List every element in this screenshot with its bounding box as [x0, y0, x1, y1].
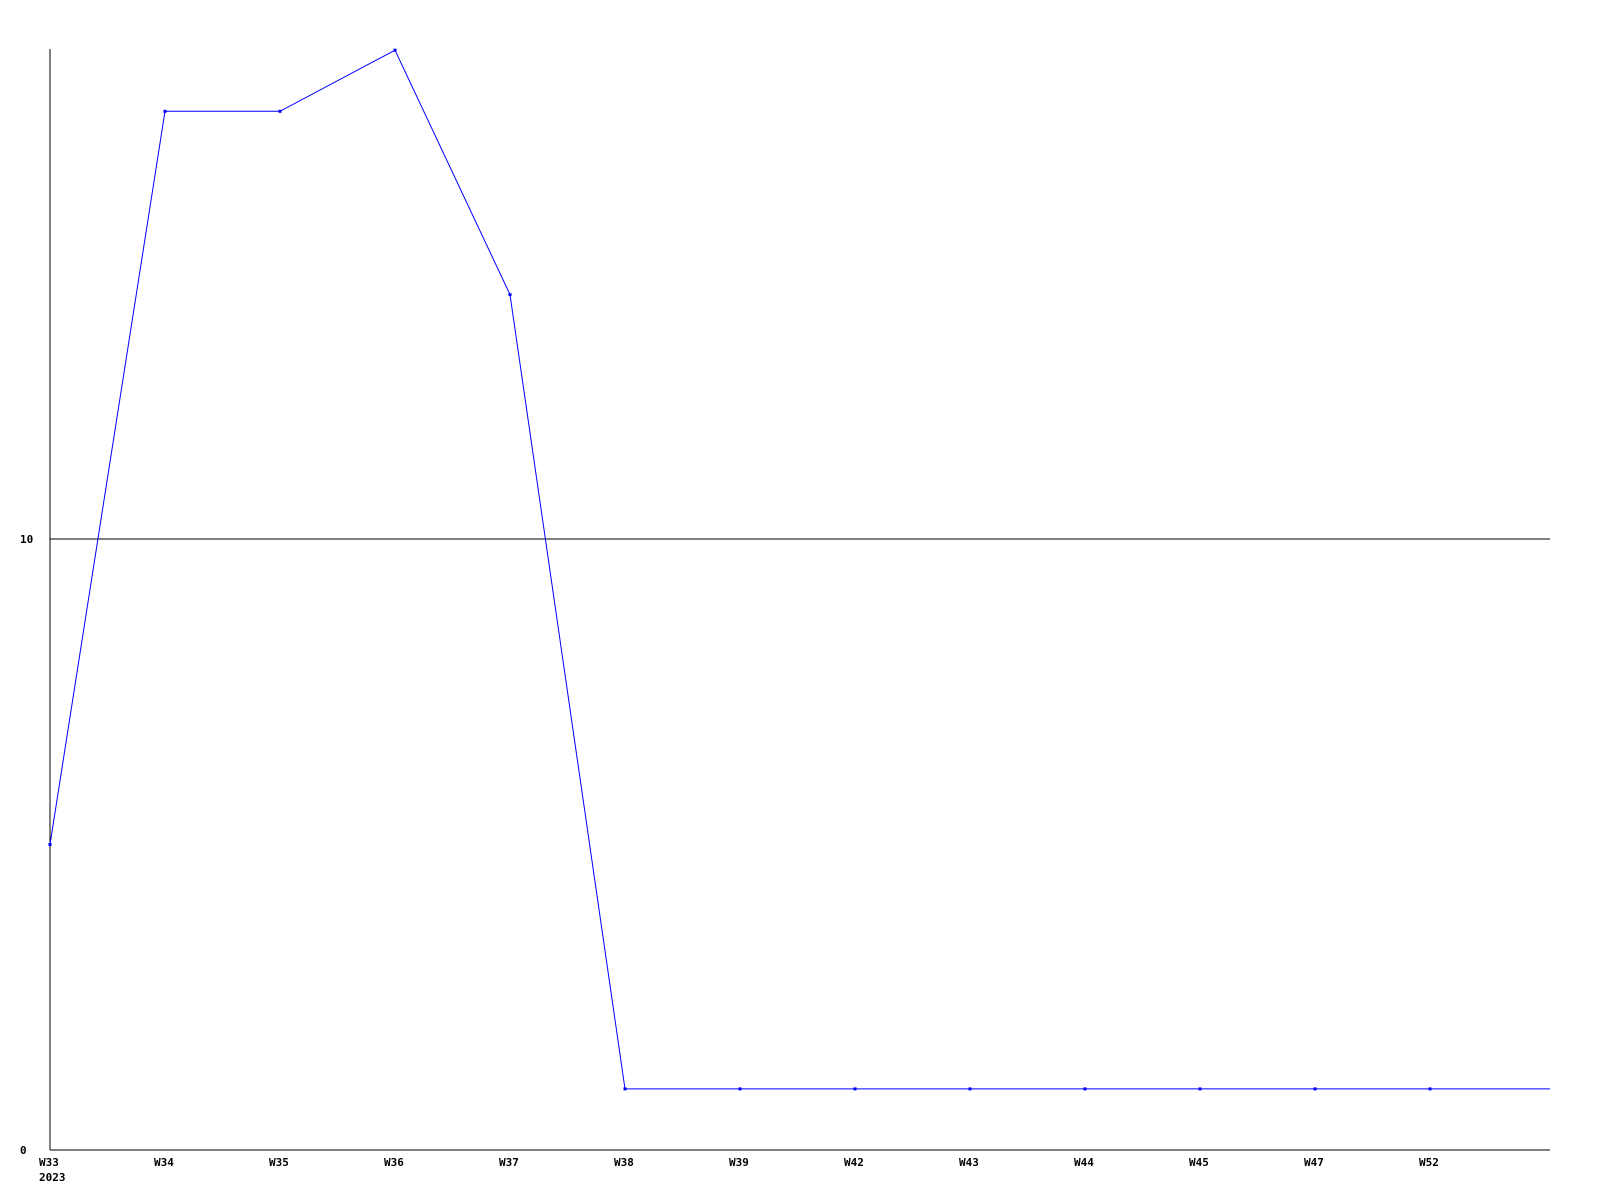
data-point	[853, 1087, 857, 1091]
x-tick-label: W44	[1074, 1156, 1094, 1169]
series-line	[49, 49, 1550, 1090]
data-point	[738, 1087, 742, 1091]
x-tick-label: W39	[729, 1156, 749, 1169]
data-point	[48, 843, 52, 846]
x-tick-label: W45	[1189, 1156, 1209, 1169]
x-tick-label: W37	[499, 1156, 519, 1169]
y-tick-label-10: 10	[20, 533, 33, 546]
x-tick-label: W42	[844, 1156, 864, 1169]
data-point	[1313, 1087, 1317, 1091]
x-tick-label: W47	[1304, 1156, 1324, 1169]
x-tick-label: W34	[154, 1156, 174, 1169]
data-point	[1083, 1087, 1087, 1091]
data-point	[1428, 1087, 1432, 1091]
x-tick-label: W43	[959, 1156, 979, 1169]
x-sublabel-year: 2023	[39, 1171, 66, 1184]
data-point	[968, 1087, 972, 1091]
x-tick-label: W52	[1419, 1156, 1439, 1169]
data-point	[1198, 1087, 1202, 1091]
data-point	[278, 109, 282, 113]
x-tick-label: W35	[269, 1156, 289, 1169]
data-point	[508, 293, 512, 297]
data-point	[163, 109, 167, 113]
x-tick-label: W38	[614, 1156, 634, 1169]
y-tick-label-0: 0	[20, 1144, 27, 1157]
data-point	[623, 1087, 627, 1091]
x-tick-label: W36	[384, 1156, 404, 1169]
x-tick-label: W33	[39, 1156, 59, 1169]
data-point	[393, 48, 397, 52]
